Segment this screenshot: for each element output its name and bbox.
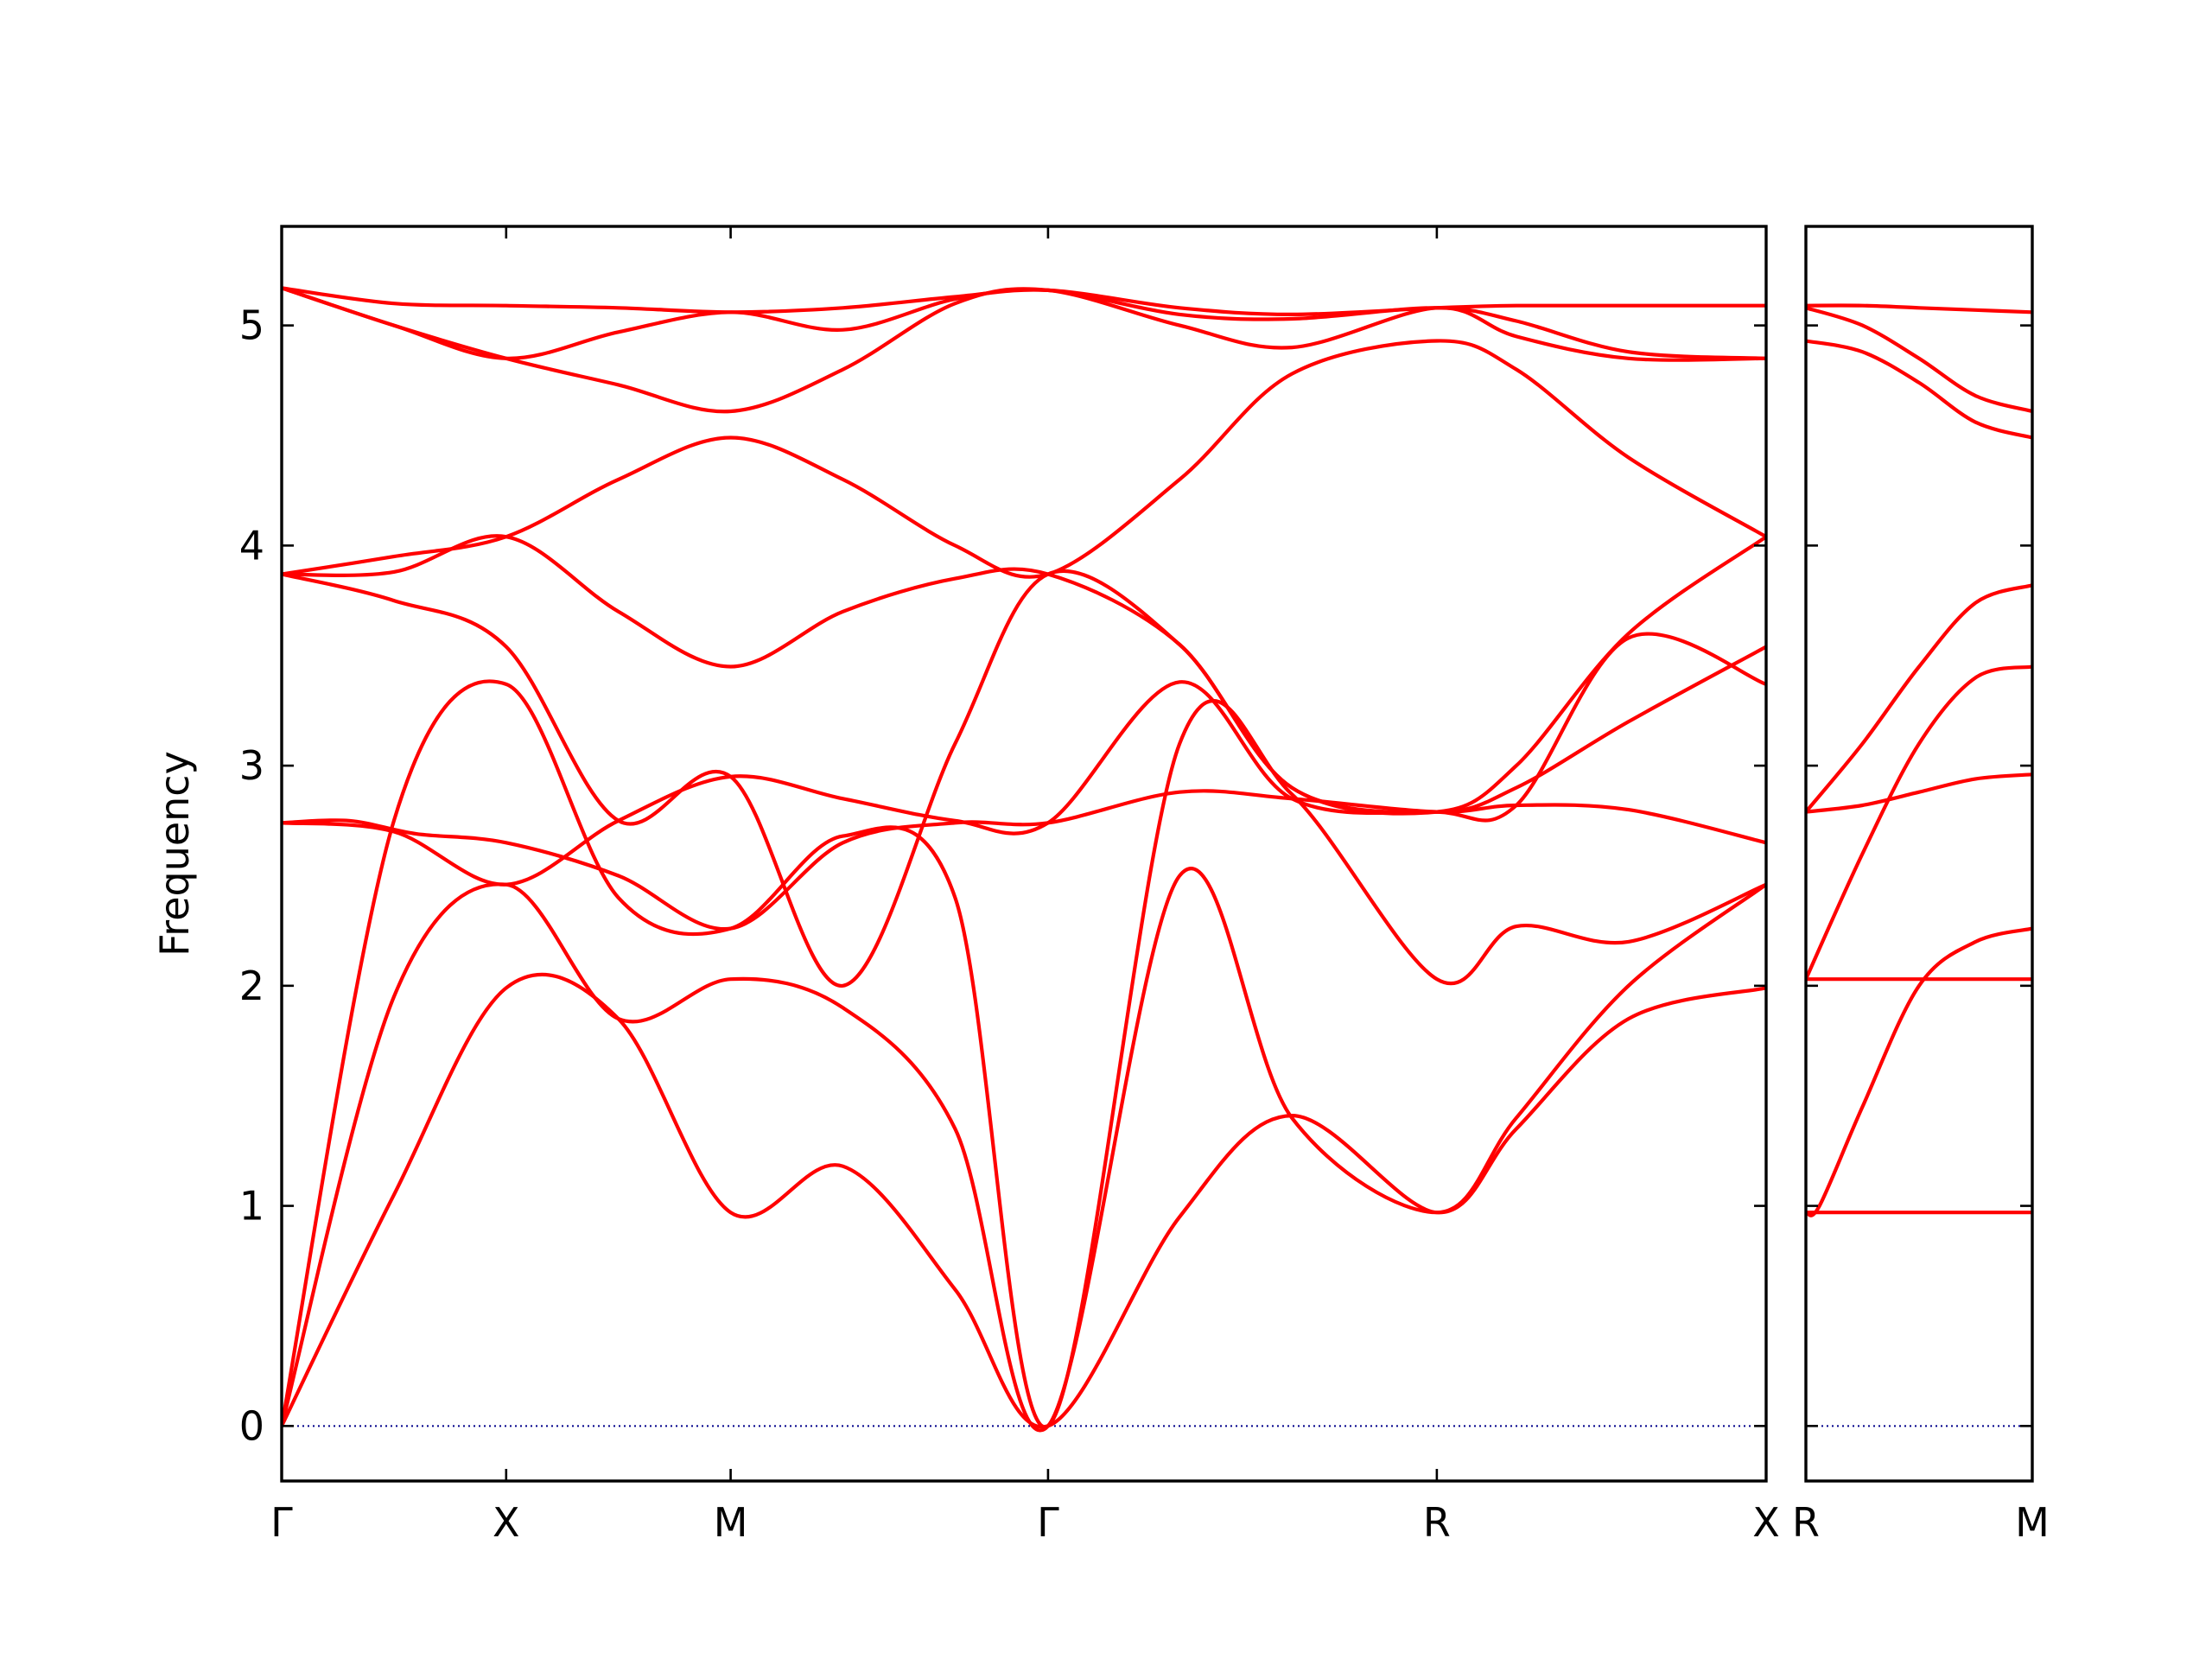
y-tick-label: 0 <box>239 1402 264 1449</box>
band-main-11 <box>282 286 1766 316</box>
band-right-6 <box>1806 583 2032 814</box>
band-main-5 <box>282 632 1766 887</box>
band-right-5 <box>1806 772 2032 814</box>
y-axis-label: Frequency <box>151 751 198 957</box>
axes-frame <box>1804 225 2034 1483</box>
x-tick-label: R <box>1792 1499 1820 1546</box>
band-main-7 <box>282 534 1766 816</box>
band-main-6 <box>282 569 1766 988</box>
y-tick-label: 1 <box>239 1183 264 1230</box>
band-main-8 <box>282 339 1766 579</box>
x-tick-label: X <box>493 1499 520 1546</box>
y-tick-label: 3 <box>239 742 264 789</box>
x-tick-label: Γ <box>1037 1499 1059 1546</box>
band-main-10 <box>282 286 1766 360</box>
band-main-4 <box>282 789 1766 931</box>
band-right-2 <box>1806 926 2032 1217</box>
x-tick-label: X <box>1752 1499 1780 1546</box>
band-right-8 <box>1806 306 2032 414</box>
band-main-2 <box>282 867 1766 1433</box>
x-tick-label: M <box>2015 1499 2050 1546</box>
band-lines <box>282 286 1766 1433</box>
band-main-3 <box>282 679 1766 1429</box>
x-tick-label: Γ <box>270 1499 293 1546</box>
band-lines <box>1806 303 2032 1217</box>
band-right-4 <box>1806 664 2032 982</box>
y-tick-label: 5 <box>239 302 264 349</box>
band-right-7 <box>1806 339 2032 440</box>
band-main-1 <box>282 972 1766 1429</box>
y-tick-label: 2 <box>239 963 264 1009</box>
x-tick-label: R <box>1423 1499 1451 1546</box>
band-right-9 <box>1806 303 2032 315</box>
panel-main: 0 1 2 3 4 5 Γ X M Γ R X <box>239 225 1780 1546</box>
y-tick-label: 4 <box>239 522 264 569</box>
x-tick-label: M <box>714 1499 748 1546</box>
axes-frame <box>280 225 1768 1483</box>
